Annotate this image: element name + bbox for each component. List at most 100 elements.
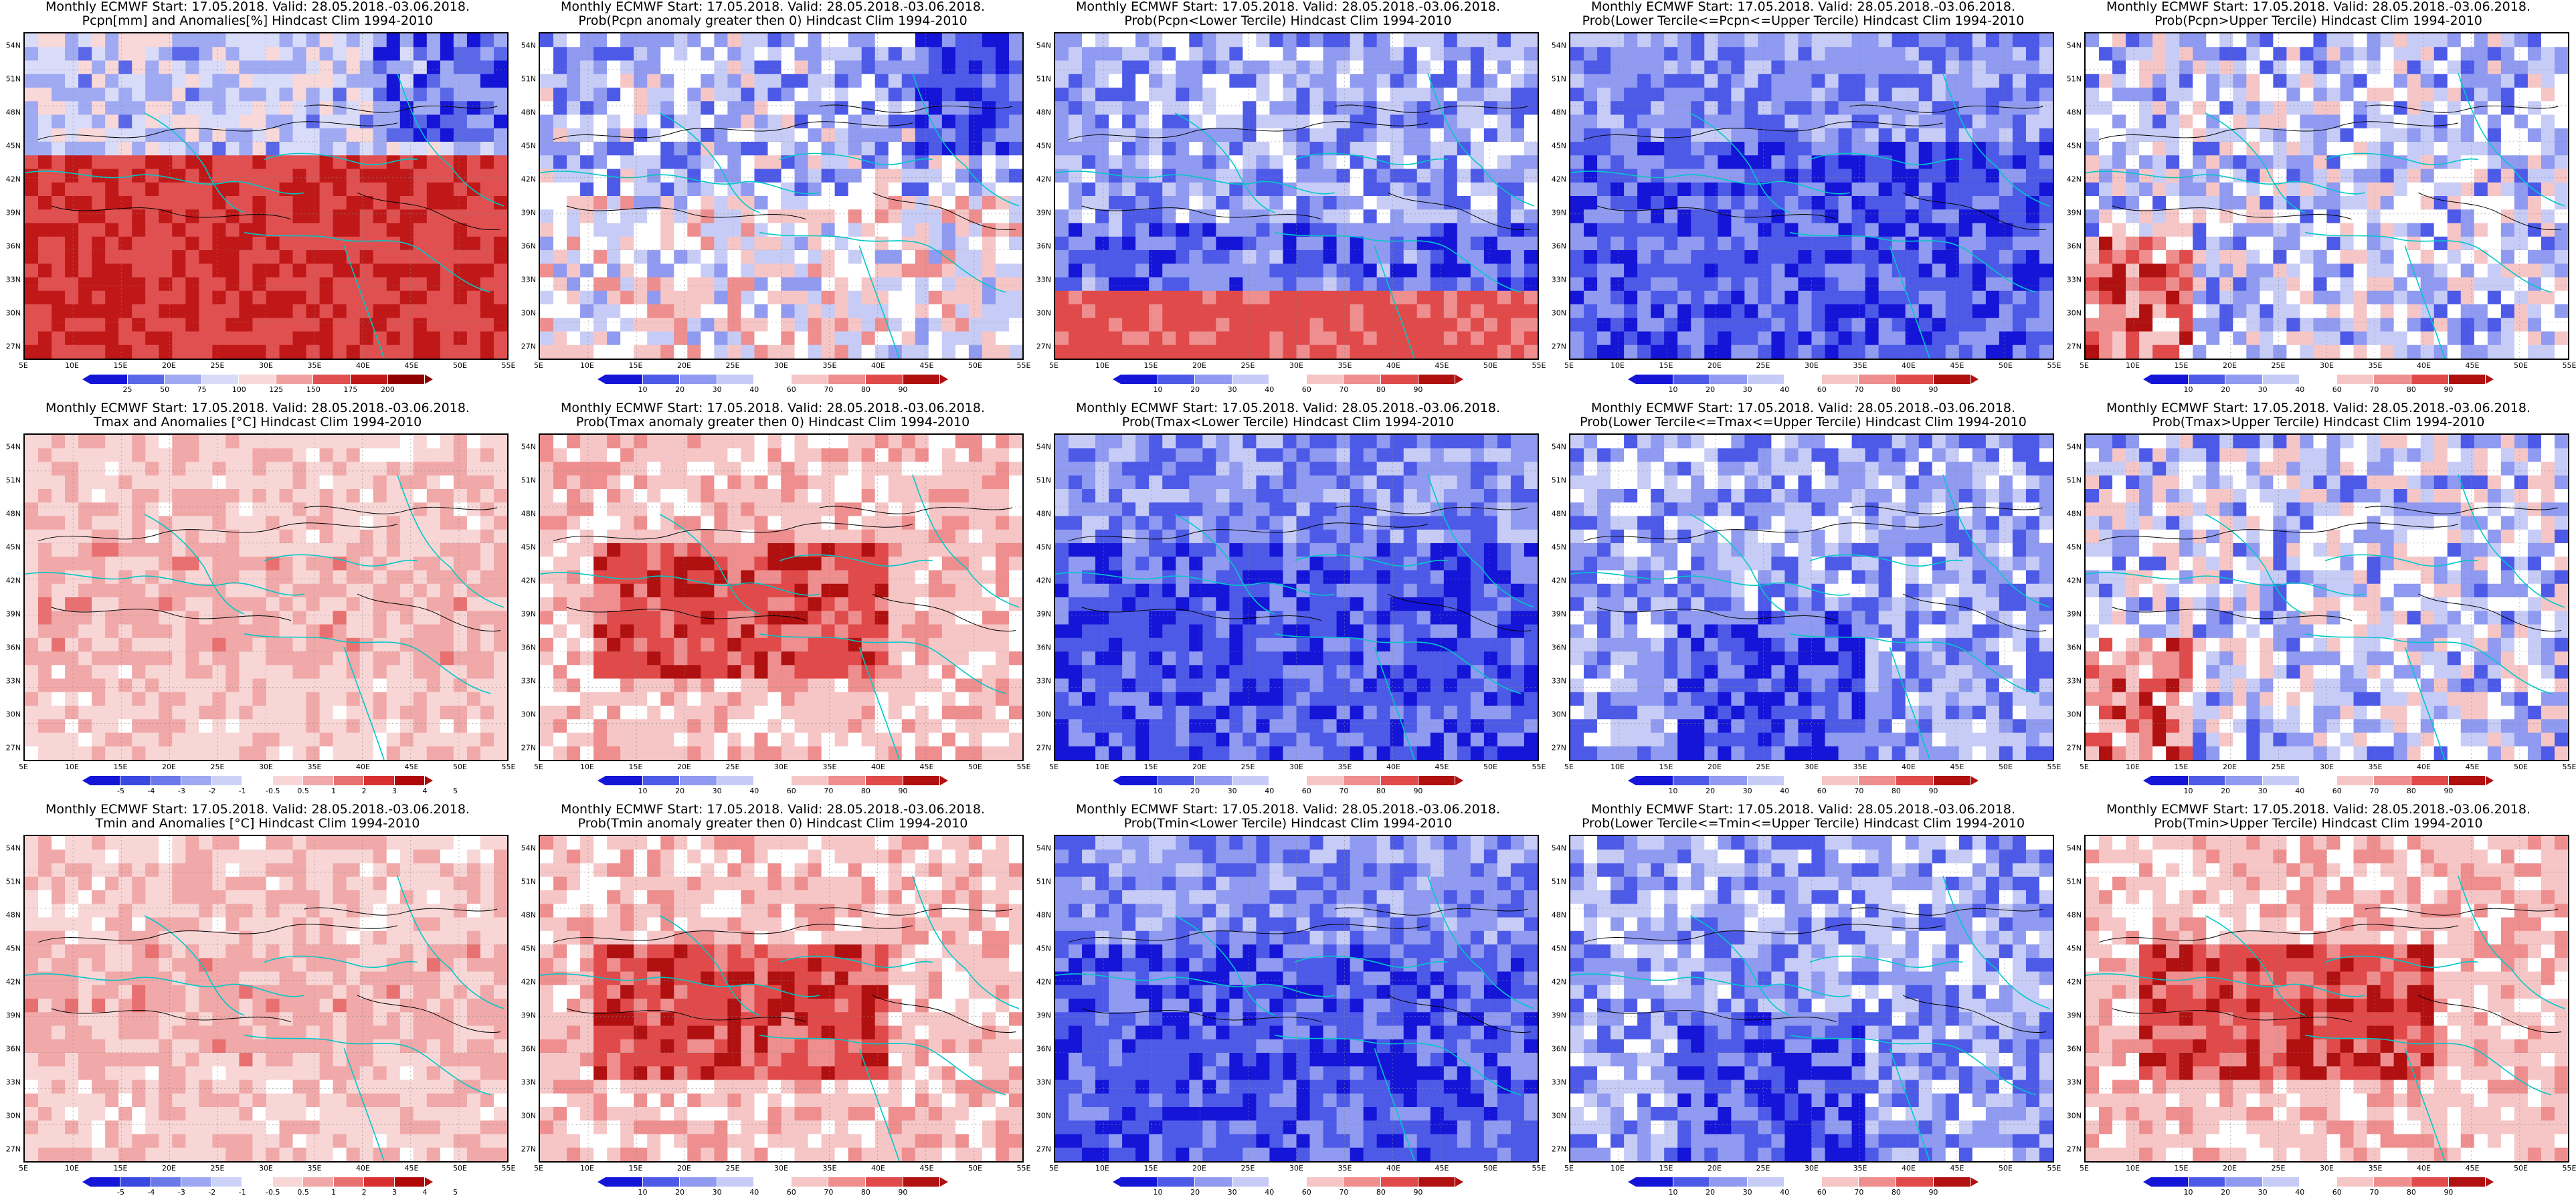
map-frame	[1054, 433, 1539, 761]
colorbar-swatch	[1306, 776, 1344, 785]
colorbar-swatch	[165, 375, 202, 384]
map-frame	[2084, 835, 2569, 1163]
map-panel: Monthly ECMWF Start: 17.05.2018. Valid: …	[519, 803, 1031, 1204]
latitude-tick: 51N	[2066, 877, 2082, 886]
colorbar-swatch	[1821, 375, 1859, 384]
latitude-tick: 54N	[2066, 442, 2082, 452]
colorbar-swatch	[1195, 375, 1232, 384]
latitude-labels: 54N 51N 48N 45N 42N 39N 36N 33N 30N 27N	[1034, 835, 1052, 1163]
colorbar-tick-label: -2	[208, 787, 216, 795]
latitude-tick: 30N	[1551, 710, 1566, 719]
latitude-tick: 39N	[1551, 208, 1566, 217]
longitude-tick: 40E	[1386, 763, 1400, 771]
colorbar: 10 20 30 40 60 70 80 90	[1113, 1177, 1463, 1201]
colorbar-min-arrow	[1113, 375, 1121, 384]
longitude-tick: 35E	[822, 763, 837, 771]
colorbar-swatch	[1232, 375, 1270, 384]
colorbar-swatch	[2188, 1177, 2226, 1187]
longitude-tick: 10E	[1611, 763, 1625, 771]
latitude-tick: 42N	[1036, 576, 1051, 585]
longitude-tick: 45E	[404, 361, 419, 370]
longitude-tick: 40E	[2417, 1164, 2431, 1173]
longitude-tick: 10E	[2126, 361, 2140, 370]
colorbar-tick-label: 10	[1153, 385, 1163, 394]
longitude-tick: 35E	[1338, 763, 1352, 771]
panel-title-line2: Prob(Tmin>Upper Tercile) Hindcast Clim 1…	[2154, 816, 2483, 831]
panel-title-line2: Tmax and Anomalies [°C] Hindcast Clim 19…	[93, 415, 422, 429]
longitude-labels: 5E 10E 15E 20E 25E 30E 35E 40E 45E 50E 55E	[1564, 763, 2061, 773]
panel-title-line2: Prob(Tmin anomaly greater then 0) Hindca…	[577, 816, 968, 831]
colorbar-tick-label: 80	[1891, 1188, 1901, 1197]
colorbar-swatch	[1121, 375, 1158, 384]
colorbar-swatch	[313, 375, 351, 384]
colorbar-swatch	[1784, 1177, 1822, 1187]
colorbar-tick-label: 3	[392, 787, 397, 795]
latitude-tick: 33N	[1036, 676, 1051, 686]
colorbar-swatch	[1344, 375, 1381, 384]
longitude-tick: 25E	[1756, 361, 1770, 370]
colorbar-swatch	[865, 1177, 903, 1187]
colorbar-tick-label: 90	[1928, 385, 1938, 394]
longitude-tick: 10E	[1611, 361, 1625, 370]
latitude-tick: 48N	[1036, 108, 1051, 117]
panel-title-line1: Monthly ECMWF Start: 17.05.2018. Valid: …	[561, 0, 985, 14]
colorbar-swatch	[2448, 776, 2486, 785]
colorbar-swatch	[754, 1177, 792, 1187]
colorbar-max-arrow	[2486, 776, 2494, 785]
latitude-labels: 54N 51N 48N 45N 42N 39N 36N 33N 30N 27N	[2064, 433, 2083, 761]
colorbar-swatch	[1344, 1177, 1381, 1187]
latitude-tick: 48N	[521, 910, 536, 920]
latitude-tick: 33N	[1551, 275, 1566, 284]
longitude-tick: 50E	[453, 361, 467, 370]
colorbar-tick-label: 90	[2444, 787, 2454, 795]
colorbar-tick-label: -4	[147, 1188, 155, 1197]
latitude-tick: 36N	[2066, 643, 2082, 652]
colorbar-max-arrow	[425, 776, 433, 785]
latitude-tick: 30N	[5, 1111, 21, 1120]
longitude-tick: 35E	[822, 361, 837, 370]
latitude-tick: 36N	[2066, 1044, 2082, 1054]
colorbar-tick-label: 40	[1780, 385, 1790, 394]
colorbar-swatch	[1896, 375, 1934, 384]
colorbar-tick-label: 80	[1891, 385, 1901, 394]
panel-title: Monthly ECMWF Start: 17.05.2018. Valid: …	[519, 803, 1027, 831]
longitude-tick: 10E	[580, 763, 594, 771]
colorbar-tick-label: 70	[1854, 385, 1864, 394]
colorbar-swatch	[127, 375, 165, 384]
longitude-tick: 55E	[1016, 1164, 1031, 1173]
map-panel: Monthly ECMWF Start: 17.05.2018. Valid: …	[3, 0, 516, 401]
colorbar-tick-label: 70	[824, 1188, 834, 1197]
longitude-labels: 5E 10E 15E 20E 25E 30E 35E 40E 45E 50E 55E	[534, 361, 1030, 372]
latitude-tick: 45N	[1551, 944, 1566, 953]
longitude-tick: 5E	[534, 1164, 543, 1173]
colorbar-tick-label: -1	[238, 787, 246, 795]
longitude-tick: 20E	[1192, 763, 1206, 771]
colorbar-tick-label: 10	[638, 1188, 648, 1197]
map-panel: Monthly ECMWF Start: 17.05.2018. Valid: …	[1034, 401, 1546, 803]
colorbar-tick-label: 60	[786, 1188, 796, 1197]
latitude-tick: 51N	[1551, 74, 1566, 84]
longitude-tick: 25E	[725, 1164, 740, 1173]
panel-title-line2: Prob(Pcpn<Lower Tercile) Hindcast Clim 1…	[1124, 13, 1452, 28]
panel-title-line1: Monthly ECMWF Start: 17.05.2018. Valid: …	[45, 802, 470, 817]
longitude-tick: 45E	[919, 361, 934, 370]
panel-title-line1: Monthly ECMWF Start: 17.05.2018. Valid: …	[1591, 401, 2015, 415]
latitude-tick: 51N	[2066, 476, 2082, 485]
colorbar-swatch	[1121, 776, 1158, 785]
colorbar-swatch	[2225, 1177, 2263, 1187]
longitude-tick: 5E	[19, 1164, 28, 1173]
colorbar-tick-label: 5	[452, 1188, 458, 1197]
colorbar-tick-label: 20	[1706, 787, 1716, 795]
latitude-tick: 27N	[2066, 1144, 2082, 1154]
latitude-tick: 51N	[521, 74, 536, 84]
latitude-labels: 54N 51N 48N 45N 42N 39N 36N 33N 30N 27N	[2064, 835, 2083, 1163]
colorbar-tick-label: 20	[1706, 385, 1716, 394]
colorbar-swatch	[1380, 776, 1418, 785]
colorbar-tick-label: 10	[638, 385, 648, 394]
latitude-tick: 33N	[2066, 676, 2082, 686]
panel-title: Monthly ECMWF Start: 17.05.2018. Valid: …	[2064, 401, 2573, 429]
longitude-tick: 15E	[2174, 361, 2189, 370]
longitude-tick: 55E	[501, 361, 516, 370]
longitude-tick: 15E	[628, 1164, 643, 1173]
colorbar-swatch	[2448, 1177, 2486, 1187]
